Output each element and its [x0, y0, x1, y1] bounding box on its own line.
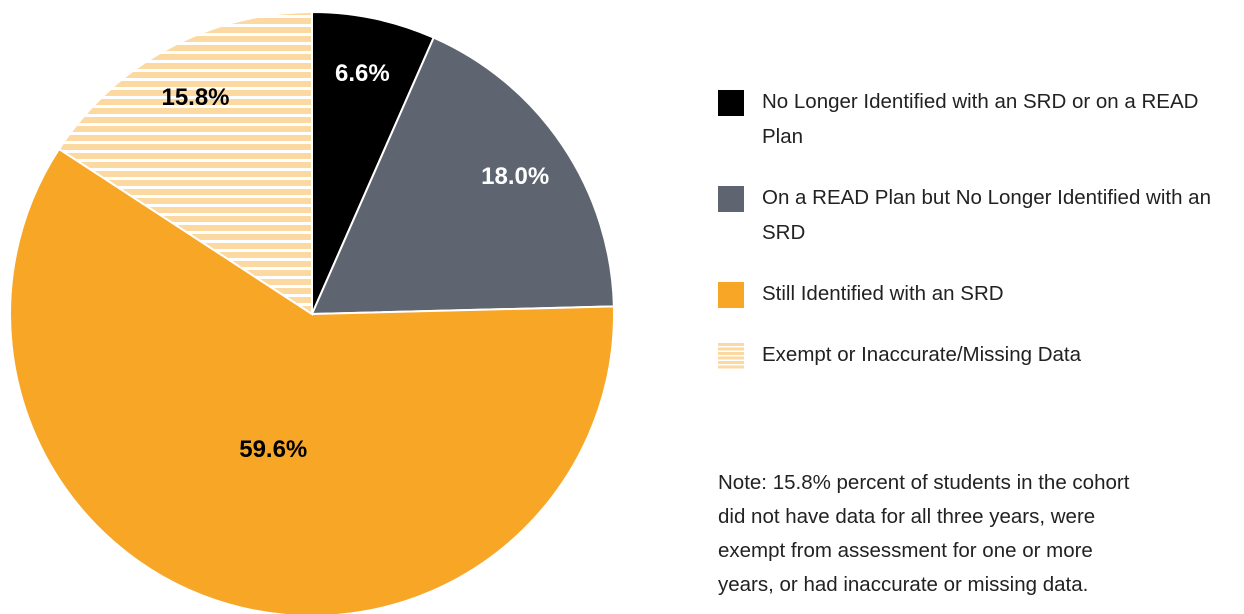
note-line: years, or had inaccurate or missing data… [718, 573, 1089, 596]
legend-item: Still Identified with an SRD [718, 276, 1244, 311]
slice-label: 15.8% [161, 84, 229, 111]
legend-label: On a READ Plan but No Longer Identified … [762, 186, 1211, 244]
slice-label: 59.6% [239, 436, 307, 463]
pie-slice [9, 147, 615, 614]
pie-slice [310, 36, 615, 316]
note-line: Note: 15.8% percent of students in the c… [718, 471, 1130, 494]
legend-swatch [718, 343, 744, 369]
legend-swatch [718, 90, 744, 116]
legend-swatch [718, 282, 744, 308]
legend-item: Exempt or Inaccurate/Missing Data [718, 337, 1244, 372]
legend-label: Still Identified with an SRD [762, 282, 1004, 305]
note: Note: 15.8% percent of students in the c… [718, 466, 1244, 602]
legend-swatch [718, 186, 744, 212]
legend-item: On a READ Plan but No Longer Identified … [718, 180, 1244, 250]
note-line: did not have data for all three years, w… [718, 505, 1096, 528]
slice-label: 6.6% [335, 60, 390, 87]
legend-item: No Longer Identified with an SRD or on a… [718, 84, 1244, 154]
legend: No Longer Identified with an SRD or on a… [718, 84, 1244, 398]
legend-label: Exempt or Inaccurate/Missing Data [762, 343, 1082, 366]
note-line: exempt from assessment for one or more [718, 539, 1093, 562]
pie-slice [57, 10, 313, 316]
slice-label: 18.0% [481, 163, 549, 190]
pie-slice [311, 10, 435, 315]
legend-label: No Longer Identified with an SRD or on a… [762, 90, 1199, 148]
